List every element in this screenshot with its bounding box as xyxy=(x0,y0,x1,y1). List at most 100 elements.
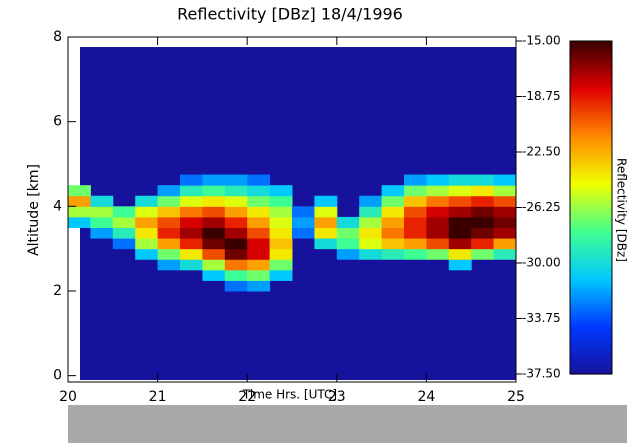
colorbar-step xyxy=(570,214,612,219)
heat-cell xyxy=(68,206,91,218)
heat-cell xyxy=(314,206,338,218)
heat-cell xyxy=(68,195,91,207)
heat-cell xyxy=(224,195,248,207)
heat-cell xyxy=(112,227,136,239)
heat-cell xyxy=(381,216,405,228)
heat-cell xyxy=(135,195,159,207)
colorbar-step xyxy=(570,280,612,285)
heat-cell xyxy=(135,216,159,228)
heat-cell xyxy=(426,248,450,260)
heat-cell xyxy=(247,269,271,281)
colorbar-step xyxy=(570,257,612,262)
heat-cell xyxy=(247,185,271,197)
heat-cell xyxy=(336,216,360,228)
heat-cell xyxy=(314,238,338,250)
heat-cell xyxy=(426,227,450,239)
x-axis-label: Time Hrs. [UTC] xyxy=(242,388,337,402)
colorbar-step xyxy=(570,317,612,322)
heat-cell xyxy=(426,216,450,228)
colorbar-step xyxy=(570,360,612,365)
heat-cell xyxy=(404,174,427,186)
x-tick-label: 23 xyxy=(328,389,346,405)
heat-cell xyxy=(202,195,226,207)
y-tick-label: 0 xyxy=(53,368,62,384)
heat-cell xyxy=(180,227,203,239)
colorbar-step xyxy=(570,307,612,312)
colorbar-tick-label: -37.50 xyxy=(522,367,561,381)
heat-cell xyxy=(404,206,427,218)
heat-cell xyxy=(202,174,226,186)
colorbar-step xyxy=(570,134,612,139)
heat-cell xyxy=(471,174,495,186)
heat-cell xyxy=(135,248,159,260)
heat-cell xyxy=(314,195,338,207)
heat-cell xyxy=(471,248,495,260)
x-tick-label: 25 xyxy=(507,389,525,405)
heat-cell xyxy=(292,227,315,239)
colorbar-step xyxy=(570,87,612,92)
colorbar-step xyxy=(570,290,612,295)
heat-cell xyxy=(202,227,226,239)
colorbar-step xyxy=(570,80,612,85)
x-tick-label: 24 xyxy=(417,389,435,405)
colorbar-step xyxy=(570,174,612,179)
colorbar-step xyxy=(570,264,612,269)
heat-cell xyxy=(404,195,427,207)
heat-cell xyxy=(493,195,517,207)
heat-cell xyxy=(359,206,383,218)
colorbar-step xyxy=(570,337,612,342)
colorbar-step xyxy=(570,324,612,328)
heat-cell xyxy=(269,206,293,218)
colorbar-tick-label: -18.75 xyxy=(522,89,561,103)
heat-cell xyxy=(493,248,517,260)
heat-cell xyxy=(202,206,226,218)
colorbar-step xyxy=(570,327,612,332)
colorbar-step xyxy=(570,340,612,345)
colorbar-step xyxy=(570,194,612,199)
heat-cell xyxy=(180,238,203,250)
colorbar-step xyxy=(570,364,612,368)
heat-cell xyxy=(336,238,360,250)
heat-cell xyxy=(359,248,383,260)
heat-cell xyxy=(157,216,181,228)
colorbar-step xyxy=(570,227,612,232)
heat-cell xyxy=(224,259,248,271)
colorbar-step xyxy=(570,64,612,69)
heat-cell xyxy=(90,206,114,218)
heat-cell xyxy=(269,227,293,239)
colorbar-step xyxy=(570,114,612,119)
heat-cell xyxy=(157,206,181,218)
heat-cell xyxy=(135,238,159,250)
colorbar-step xyxy=(570,94,612,99)
heat-cell xyxy=(112,216,136,228)
heat-cell xyxy=(448,227,472,239)
heat-cell xyxy=(269,259,293,271)
heat-cell xyxy=(448,185,472,197)
y-tick-label: 6 xyxy=(53,114,62,130)
heat-cell xyxy=(381,248,405,260)
heat-cell xyxy=(448,248,472,260)
colorbar-step xyxy=(570,50,612,55)
heat-cell xyxy=(269,269,293,281)
heat-cell xyxy=(157,227,181,239)
colorbar-step xyxy=(570,270,612,275)
colorbar-step xyxy=(570,147,612,152)
heat-cell xyxy=(157,238,181,250)
colorbar-step xyxy=(570,184,612,189)
colorbar-step xyxy=(570,260,612,265)
heat-cell xyxy=(404,216,427,228)
heat-cell xyxy=(493,206,517,218)
heat-cell xyxy=(381,227,405,239)
colorbar-step xyxy=(570,190,612,195)
colorbar-step xyxy=(570,247,612,252)
plot-frame xyxy=(67,36,517,383)
heat-cell xyxy=(247,259,271,271)
heat-cell xyxy=(381,206,405,218)
heat-cell xyxy=(269,195,293,207)
colorbar-step xyxy=(570,97,612,102)
heat-cell xyxy=(180,216,203,228)
heat-cell xyxy=(224,227,248,239)
y-tick-label: 4 xyxy=(53,198,62,214)
x-tick-label: 20 xyxy=(59,389,77,405)
